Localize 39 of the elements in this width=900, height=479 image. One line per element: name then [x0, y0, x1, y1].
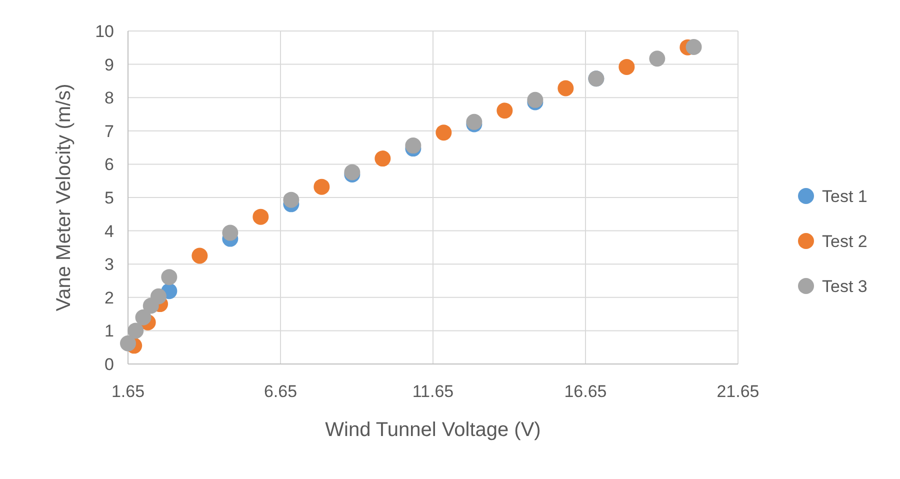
point [150, 288, 166, 304]
y-tick-label: 9 [104, 55, 114, 74]
y-tick-label: 5 [104, 188, 114, 208]
point [222, 224, 238, 241]
point [128, 322, 144, 339]
x-tick-label: 11.65 [412, 382, 454, 401]
y-tick-label: 0 [104, 354, 114, 374]
point [283, 192, 300, 208]
y-tick-label: 1 [104, 322, 114, 341]
x-tick-label: 6.65 [264, 382, 298, 401]
y-tick-label: 10 [95, 22, 114, 41]
legend-label: Test 1 [822, 186, 868, 206]
y-tick-label: 6 [104, 155, 114, 174]
y-tick-label: 3 [104, 255, 114, 274]
point [558, 80, 574, 96]
point [120, 335, 136, 352]
point [314, 178, 330, 195]
y-axis-title: Vane Meter Velocity (m/s) [53, 84, 75, 312]
point [161, 269, 178, 286]
point [374, 150, 391, 167]
y-tick-label: 7 [104, 122, 114, 141]
x-axis-title: Wind Tunnel Voltage (V) [325, 419, 541, 441]
point [405, 138, 422, 154]
y-tick-label: 8 [104, 88, 114, 108]
legend-label: Test 2 [822, 232, 868, 251]
y-tick-label: 2 [104, 288, 114, 308]
point [135, 309, 152, 326]
point [252, 208, 269, 225]
x-tick-label: 1.65 [111, 382, 145, 401]
y-tick-label: 4 [104, 222, 114, 241]
legend-label: Test 3 [822, 276, 868, 296]
x-tick-label: 21.65 [716, 382, 760, 401]
x-tick-label: 16.65 [564, 382, 607, 401]
point [436, 124, 452, 141]
point [686, 38, 702, 55]
point [496, 102, 513, 119]
point [618, 58, 635, 75]
point [649, 50, 666, 67]
point [192, 248, 208, 264]
